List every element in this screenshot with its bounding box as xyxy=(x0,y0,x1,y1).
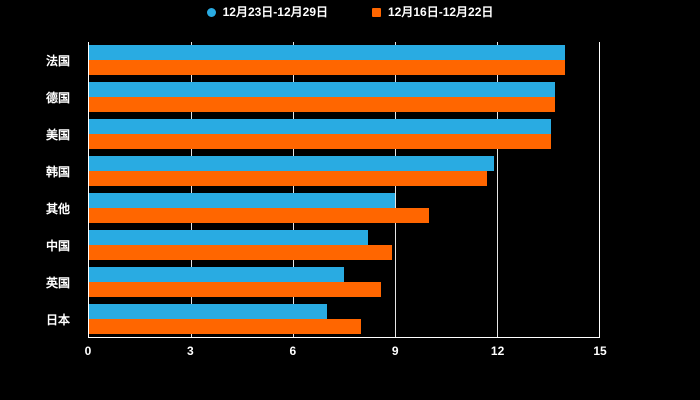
bar xyxy=(89,192,395,208)
bar xyxy=(89,119,552,135)
bar-group xyxy=(89,263,599,300)
bar-groups xyxy=(89,42,599,337)
bar-group xyxy=(89,190,599,227)
gridline xyxy=(497,42,498,337)
x-tick-label: 12 xyxy=(490,344,505,358)
legend-item[interactable]: 12月23日-12月29日 xyxy=(206,5,328,19)
category-label: 其他 xyxy=(45,202,70,216)
bar-group xyxy=(89,300,599,337)
legend-label: 12月16日-12月22日 xyxy=(388,5,494,19)
category-label: 日本 xyxy=(45,313,70,327)
category-label: 法国 xyxy=(45,54,70,68)
bar xyxy=(89,60,565,76)
x-tick-label: 0 xyxy=(84,344,92,358)
gridline xyxy=(293,42,294,337)
x-tick-label: 9 xyxy=(391,344,399,358)
gridline xyxy=(395,42,396,337)
bar xyxy=(89,45,565,61)
bar xyxy=(89,266,344,282)
plot-area xyxy=(88,42,600,338)
bar-group xyxy=(89,226,599,263)
category-label: 韩国 xyxy=(45,165,70,179)
bar xyxy=(89,207,429,223)
x-axis-tick-labels: 0 3 6 9 12 15 xyxy=(84,344,607,362)
bar xyxy=(89,244,392,260)
bar xyxy=(89,171,487,187)
bar xyxy=(89,318,361,334)
legend-marker-icon xyxy=(372,7,381,17)
x-tick-label: 15 xyxy=(593,344,607,358)
bar-group xyxy=(89,42,599,79)
y-axis-labels: 法国德国美国韩国其他中国英国日本 xyxy=(0,42,80,338)
bar xyxy=(89,229,368,245)
gridline xyxy=(191,42,192,337)
bar xyxy=(89,82,555,98)
bar xyxy=(89,134,552,150)
bar-group xyxy=(89,79,599,116)
legend-label: 12月23日-12月29日 xyxy=(222,5,328,19)
bar-group xyxy=(89,153,599,190)
bar-group xyxy=(89,116,599,153)
category-label: 英国 xyxy=(45,276,70,290)
bar xyxy=(89,97,555,113)
bar xyxy=(89,303,327,319)
x-tick-label: 6 xyxy=(289,344,297,358)
category-label: 德国 xyxy=(45,91,70,105)
chart-legend: 12月23日-12月29日 12月16日-12月22日 xyxy=(0,6,700,18)
bar xyxy=(89,281,382,297)
category-label: 中国 xyxy=(45,239,70,253)
legend-marker-icon xyxy=(206,7,216,17)
legend-item[interactable]: 12月16日-12月22日 xyxy=(372,6,493,18)
x-tick-label: 3 xyxy=(187,344,194,358)
bar xyxy=(89,156,494,172)
category-label: 美国 xyxy=(45,128,70,142)
